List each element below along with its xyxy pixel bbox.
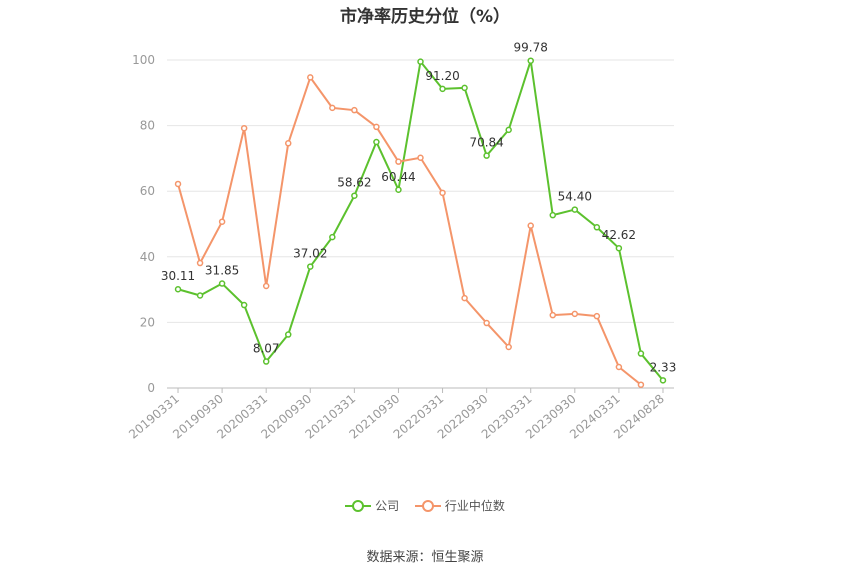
- data-point: [571, 206, 579, 213]
- data-point: [483, 319, 490, 327]
- data-point: [218, 280, 226, 287]
- data-label: 8.07: [253, 342, 280, 356]
- data-point: [439, 85, 446, 93]
- series-line-0: [177, 59, 664, 381]
- data-point: [505, 126, 512, 134]
- legend-marker-industry-median: [414, 499, 441, 512]
- data-point: [373, 138, 380, 146]
- chart-title: 市净率历史分位（%）: [339, 7, 511, 27]
- data-point: [549, 211, 557, 219]
- data-point: [395, 158, 402, 165]
- data-point: [637, 350, 645, 357]
- data-label: 91.20: [425, 69, 459, 83]
- y-tick-label: 20: [140, 315, 155, 329]
- data-point: [439, 189, 446, 197]
- data-point: [307, 74, 314, 81]
- data-point: [637, 381, 645, 388]
- data-point: [395, 186, 402, 194]
- data-label: 54.40: [558, 190, 592, 204]
- series-line-1: [177, 76, 642, 386]
- data-point: [307, 263, 314, 270]
- legend-marker-company: [345, 499, 372, 512]
- data-point: [483, 152, 490, 159]
- data-label: 2.33: [650, 360, 677, 374]
- data-labels: 30.11 31.85 8.07 37.02 58.62 60.44 91.20 70.84 9…: [161, 41, 676, 375]
- data-point: [351, 106, 358, 114]
- data-label: 30.11: [161, 269, 195, 283]
- data-point: [240, 124, 248, 132]
- data-point: [373, 123, 380, 131]
- data-point: [196, 292, 204, 299]
- source-note: 数据来源：恒生聚源: [366, 550, 484, 565]
- data-label: 70.84: [469, 136, 503, 150]
- data-label: 58.62: [337, 176, 371, 190]
- data-point: [240, 301, 248, 309]
- data-point: [615, 244, 623, 252]
- data-point: [505, 343, 512, 351]
- data-point: [461, 294, 468, 302]
- legend-item-industry-median[interactable]: 行业中位数: [414, 497, 505, 514]
- y-tick-label: 100: [132, 53, 155, 67]
- data-label: 37.02: [293, 247, 327, 261]
- data-label: 31.85: [205, 264, 239, 278]
- data-point: [174, 180, 182, 188]
- data-point: [461, 84, 468, 92]
- data-point: [417, 154, 424, 161]
- y-tick-label: 40: [140, 250, 155, 264]
- data-point: [218, 218, 226, 225]
- data-label: 60.44: [381, 170, 415, 184]
- data-point: [549, 311, 557, 319]
- legend-label-industry-median: 行业中位数: [444, 499, 505, 513]
- data-point: [593, 224, 601, 231]
- data-point: [615, 363, 623, 371]
- data-point: [417, 58, 424, 65]
- data-point: [262, 358, 270, 365]
- grid: [167, 59, 674, 323]
- data-point: [262, 282, 270, 290]
- data-point: [284, 331, 292, 338]
- y-tick-label: 80: [140, 119, 155, 133]
- y-tick-label: 0: [147, 381, 155, 395]
- data-point: [659, 377, 667, 384]
- data-point: [196, 259, 204, 267]
- data-point: [329, 104, 336, 112]
- legend: 公司 行业中位数: [0, 497, 850, 516]
- series-layer: [174, 57, 667, 388]
- legend-label-company: 公司: [375, 499, 400, 513]
- data-point: [174, 285, 182, 293]
- data-point: [351, 192, 358, 199]
- data-point: [329, 233, 336, 241]
- legend-item-company[interactable]: 公司: [345, 497, 399, 514]
- data-point: [571, 310, 579, 318]
- data-point: [527, 222, 534, 229]
- data-label: 99.78: [514, 41, 548, 55]
- data-point: [593, 312, 601, 320]
- data-point: [527, 57, 534, 64]
- data-label: 42.62: [602, 228, 636, 242]
- line-chart: 0204060801002019033120190930202003312020…: [126, 41, 676, 442]
- data-point: [284, 140, 292, 147]
- y-tick-label: 60: [140, 184, 155, 198]
